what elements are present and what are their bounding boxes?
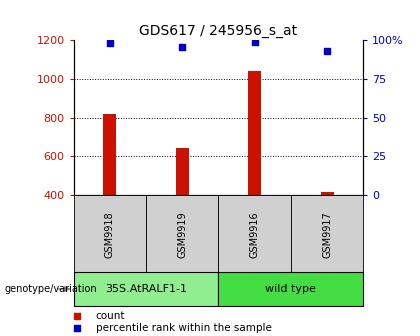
Bar <box>320 192 333 195</box>
Bar <box>74 195 146 272</box>
Bar <box>248 71 261 195</box>
Point <box>324 48 331 54</box>
Text: genotype/variation: genotype/variation <box>4 284 97 294</box>
Point <box>74 314 81 319</box>
Text: count: count <box>96 311 125 321</box>
Bar <box>103 114 116 195</box>
Point <box>251 39 258 45</box>
Bar <box>218 272 363 306</box>
Point <box>106 41 113 46</box>
Point <box>179 44 186 49</box>
Text: 35S.AtRALF1-1: 35S.AtRALF1-1 <box>105 284 187 294</box>
Bar <box>146 195 218 272</box>
Bar <box>291 195 363 272</box>
Title: GDS617 / 245956_s_at: GDS617 / 245956_s_at <box>139 24 297 38</box>
Bar <box>218 195 291 272</box>
Point <box>74 326 81 331</box>
Text: GSM9919: GSM9919 <box>177 212 187 258</box>
Text: percentile rank within the sample: percentile rank within the sample <box>96 324 272 333</box>
Text: wild type: wild type <box>265 284 316 294</box>
Text: GSM9917: GSM9917 <box>322 212 332 258</box>
Text: GSM9918: GSM9918 <box>105 212 115 258</box>
Bar <box>176 148 189 195</box>
Bar <box>74 272 218 306</box>
Text: GSM9916: GSM9916 <box>249 212 260 258</box>
